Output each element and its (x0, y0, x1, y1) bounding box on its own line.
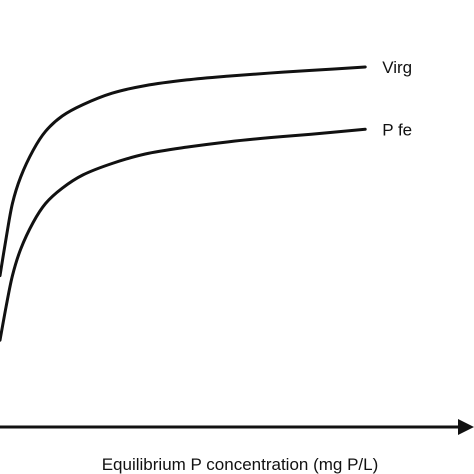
x-axis-arrowhead (458, 419, 474, 435)
series-label-layer: Virg P fe (382, 58, 412, 139)
series-line-0 (0, 65, 367, 278)
series-label-1: P fe (382, 120, 412, 139)
x-axis (0, 419, 474, 435)
x-axis-label: Equilibrium P concentration (mg P/L) (102, 455, 379, 474)
series-layer (0, 65, 367, 342)
series-line-1 (0, 127, 367, 342)
series-label-0: Virg (382, 58, 412, 77)
